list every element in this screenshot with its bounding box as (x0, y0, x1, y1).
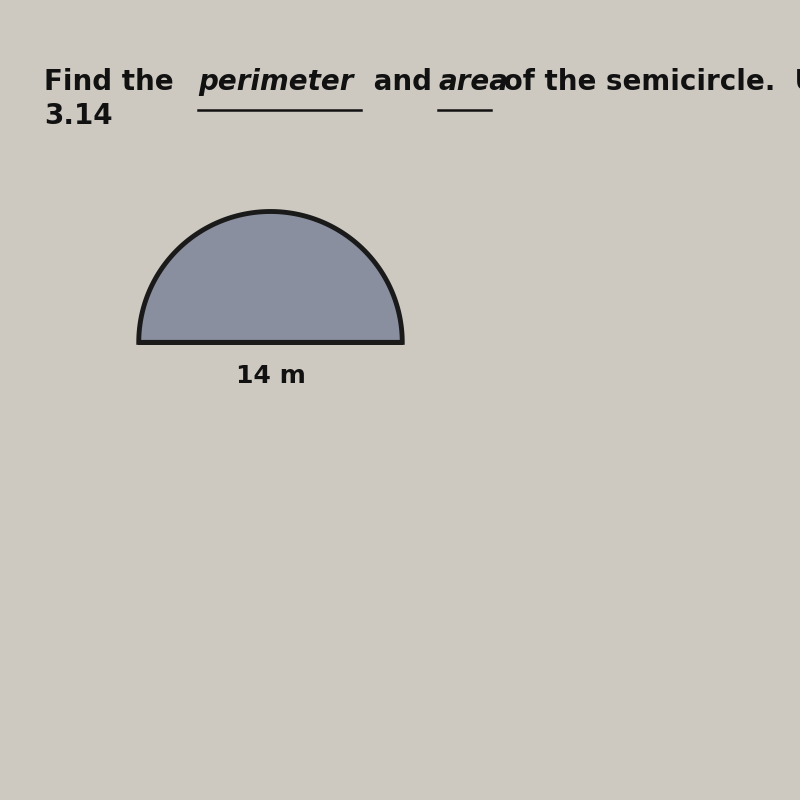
Text: 14 m: 14 m (235, 364, 306, 388)
Text: perimeter: perimeter (198, 68, 354, 96)
Text: 3.14: 3.14 (44, 102, 113, 130)
Text: and: and (364, 68, 442, 96)
Text: of the semicircle.  Use: of the semicircle. Use (494, 68, 800, 96)
Text: Find the: Find the (44, 68, 183, 96)
Text: area: area (438, 68, 509, 96)
Polygon shape (138, 211, 402, 342)
